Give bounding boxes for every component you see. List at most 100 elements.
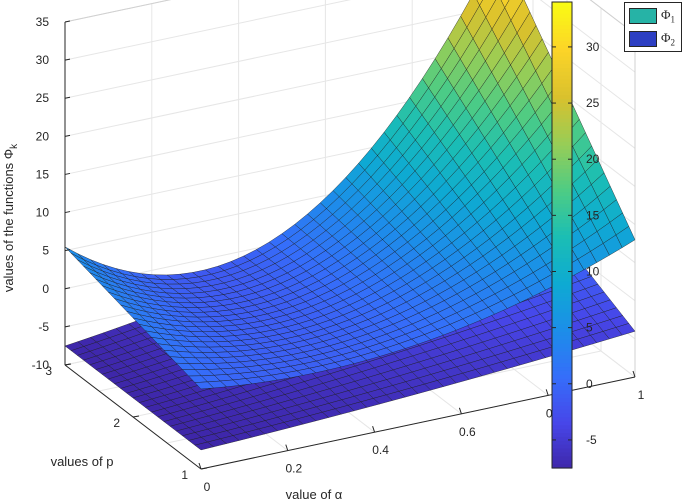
y-tick-mark	[200, 467, 208, 470]
colorbar-segment	[552, 134, 572, 139]
grid-line	[64, 5, 500, 99]
colorbar-tick-label: 10	[586, 264, 600, 278]
colorbar-segment	[552, 71, 572, 77]
colorbar-segment	[552, 2, 572, 7]
colorbar-segment	[552, 36, 572, 42]
colorbar-segment	[552, 304, 572, 310]
colorbar-segment	[552, 413, 572, 419]
colorbar-segment	[552, 99, 572, 104]
colorbar-segment	[552, 33, 572, 38]
colorbar-segment	[552, 95, 572, 100]
colorbar-segment	[552, 165, 572, 170]
colorbar-segment	[552, 405, 572, 411]
colorbar-segment	[552, 308, 572, 314]
colorbar-tick-label: -5	[586, 433, 597, 447]
z-tick-mark	[64, 20, 71, 23]
colorbar-segment	[552, 219, 572, 224]
colorbar-segment	[552, 223, 572, 228]
x-tick-mark	[632, 370, 636, 378]
colorbar-segment	[552, 266, 572, 271]
colorbar-segment	[552, 367, 572, 372]
colorbar-segment	[552, 382, 572, 388]
colorbar-segment	[552, 29, 572, 34]
grid-line	[64, 0, 351, 61]
colorbar-segment	[552, 425, 572, 430]
z-tick-label: 5	[42, 244, 49, 258]
colorbar-segment	[552, 168, 572, 174]
colorbar-segment	[552, 409, 572, 415]
colorbar-frame	[551, 1, 573, 469]
colorbar-segment	[552, 448, 572, 454]
colorbar-segment	[552, 246, 572, 252]
colorbar-segment	[552, 75, 572, 81]
legend-item-phi1: Φ1	[629, 6, 675, 26]
x-tick-label: 0.6	[459, 425, 476, 439]
colorbar-segment	[552, 355, 572, 360]
colorbar-segment	[552, 25, 572, 30]
colorbar-tick-label: 25	[586, 96, 600, 110]
colorbar-segment	[552, 281, 572, 287]
colorbar-segment	[552, 254, 572, 259]
colorbar-segment	[552, 332, 572, 337]
colorbar-segment	[552, 207, 572, 213]
x-tick-label: 0.4	[372, 443, 389, 457]
colorbar-segment	[552, 417, 572, 422]
z-tick-label: -5	[38, 320, 49, 334]
colorbar-tick-label: 5	[586, 321, 593, 335]
z-tick-label: 15	[36, 167, 50, 181]
surface-patch	[500, 0, 510, 9]
colorbar-segment	[552, 153, 572, 158]
colorbar-segment	[552, 102, 572, 108]
colorbar-segment	[552, 335, 572, 341]
colorbar-segment	[552, 269, 572, 275]
colorbar-segment	[552, 440, 572, 446]
colorbar-segment	[552, 277, 572, 283]
colorbar-segment	[552, 258, 572, 263]
colorbar-segment	[552, 339, 572, 345]
z-tick-label: 35	[36, 15, 50, 29]
z-tick-label: 25	[36, 91, 50, 105]
grid-line	[64, 43, 500, 137]
legend: Φ1 Φ2	[624, 2, 682, 52]
colorbar-segment	[552, 196, 572, 201]
colorbar-segment	[552, 444, 572, 450]
colorbar-segment	[552, 390, 572, 395]
colorbar-segment	[552, 231, 572, 236]
z-axis-label: values of the functions Φk	[1, 143, 20, 292]
z-tick-label: -10	[32, 358, 50, 372]
colorbar-tick-label: 30	[586, 40, 600, 54]
colorbar-segment	[552, 460, 572, 465]
colorbar-segment	[552, 320, 572, 325]
colorbar-segment	[552, 370, 572, 376]
box-edge	[589, 0, 636, 35]
colorbar-segment	[552, 114, 572, 120]
colorbar-tick-label: 20	[586, 152, 600, 166]
colorbar-segment	[552, 363, 572, 368]
colorbar-segment	[552, 118, 572, 123]
grid-line	[64, 0, 172, 23]
y-tick-label: 1	[181, 468, 188, 482]
colorbar-segment	[552, 176, 572, 182]
z-tick-label: 10	[36, 206, 50, 220]
colorbar-segment	[552, 464, 572, 469]
colorbar-segment	[552, 285, 572, 290]
colorbar-segment	[552, 52, 572, 57]
legend-swatch-phi2	[629, 31, 657, 47]
colorbar-segment	[552, 301, 572, 306]
z-tick-mark	[64, 211, 71, 214]
y-tick-mark	[132, 415, 140, 418]
surface-patch	[479, 0, 497, 18]
y-tick-mark	[64, 363, 72, 366]
legend-swatch-phi1	[629, 8, 657, 24]
box-edge	[64, 0, 172, 23]
colorbar-segment	[552, 137, 572, 143]
colorbar-tick-label: 0	[586, 377, 593, 391]
z-tick-mark	[64, 58, 71, 61]
colorbar-segment	[552, 188, 572, 193]
colorbar-segment	[552, 40, 572, 46]
colorbar-segment	[552, 192, 572, 197]
colorbar-segment	[552, 87, 572, 92]
colorbar-segment	[552, 44, 572, 50]
colorbar-segment	[552, 235, 572, 240]
